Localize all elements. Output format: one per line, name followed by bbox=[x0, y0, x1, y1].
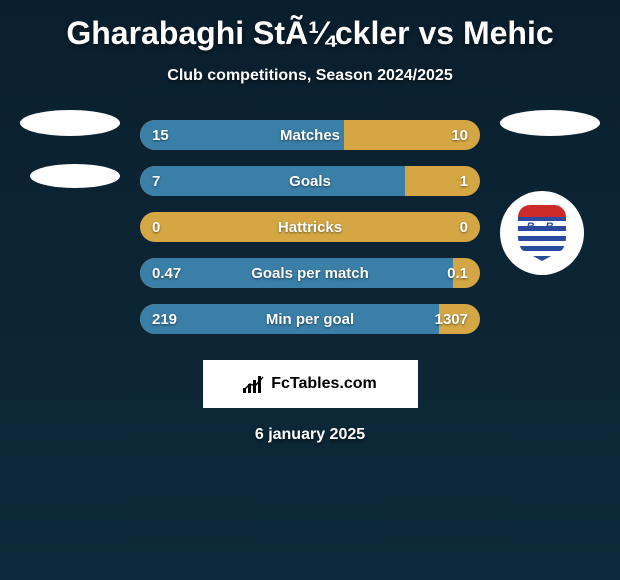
club-logo-icon: B B bbox=[500, 191, 584, 275]
stat-label: Min per goal bbox=[266, 311, 354, 328]
stat-label: Hattricks bbox=[278, 219, 342, 236]
shield-letters: B B bbox=[518, 221, 566, 233]
stat-value-right: 0 bbox=[460, 219, 468, 236]
stat-label: Goals per match bbox=[251, 265, 369, 282]
stats-area: B B 15Matches107Goals10Hattricks00.47Goa… bbox=[10, 120, 610, 350]
stat-value-right: 10 bbox=[451, 127, 468, 144]
ellipse-icon bbox=[30, 164, 120, 188]
date-label: 6 january 2025 bbox=[10, 426, 610, 444]
comparison-bars: 15Matches107Goals10Hattricks00.47Goals p… bbox=[140, 120, 480, 350]
stat-value-right: 1307 bbox=[435, 311, 468, 328]
stat-bar-row: 219 Min per goal 1307 bbox=[140, 304, 480, 334]
stat-value-right: 1 bbox=[460, 173, 468, 190]
chart-icon bbox=[243, 375, 265, 393]
brand-box: FcTables.com bbox=[203, 360, 418, 408]
stat-value-left: 15 bbox=[152, 127, 169, 144]
stat-bar-row: 7 Goals 1 bbox=[140, 166, 480, 196]
page-title: Gharabaghi StÃ¼ckler vs Mehic bbox=[10, 15, 610, 52]
ellipse-icon bbox=[20, 110, 120, 136]
brand-text: FcTables.com bbox=[271, 375, 377, 393]
stat-bar-row: 0.47 Goals per match 0.1 bbox=[140, 258, 480, 288]
stat-value-left: 7 bbox=[152, 173, 160, 190]
stat-value-right: 0.1 bbox=[447, 265, 468, 282]
right-player-logos: B B bbox=[500, 110, 600, 275]
stat-bar-left-fill bbox=[140, 166, 405, 196]
subtitle: Club competitions, Season 2024/2025 bbox=[10, 67, 610, 85]
stat-value-left: 0.47 bbox=[152, 265, 181, 282]
stat-value-left: 0 bbox=[152, 219, 160, 236]
stat-label: Matches bbox=[280, 127, 340, 144]
stat-bar-row: 15 Matches 10 bbox=[140, 120, 480, 150]
left-player-logos bbox=[20, 110, 120, 188]
stat-label: Goals bbox=[289, 173, 331, 190]
ellipse-icon bbox=[500, 110, 600, 136]
stat-value-left: 219 bbox=[152, 311, 177, 328]
stat-bar-row: 0 Hattricks 0 bbox=[140, 212, 480, 242]
